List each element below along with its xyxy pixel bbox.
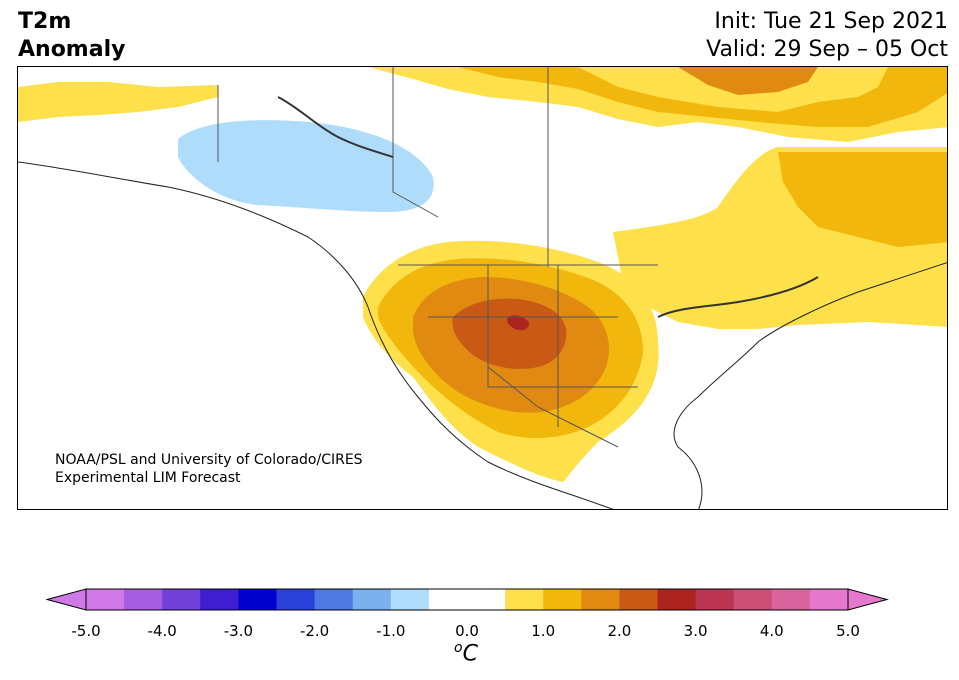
colorbar-cell bbox=[314, 589, 354, 610]
colorbar-tick-label: 0.0 bbox=[455, 622, 479, 640]
colorbar-over-arrow bbox=[847, 588, 889, 611]
colorbar-cell bbox=[352, 589, 392, 610]
colorbar-tick-label: 3.0 bbox=[683, 622, 708, 640]
colorbar-tick-label: 2.0 bbox=[607, 622, 632, 640]
map-title: T2m Anomaly bbox=[18, 9, 126, 62]
credit-line-2: Experimental LIM Forecast bbox=[55, 470, 241, 486]
colorbar-tick-labels: -5.0 -4.0 -3.0 -2.0 -1.0 0.0 1.0 2.0 3.0 4.0 5.0 bbox=[0, 622, 959, 642]
colorbar-cell bbox=[733, 589, 773, 610]
anomaly-region-canada-blue bbox=[178, 120, 434, 212]
colorbar-tick-label: 4.0 bbox=[759, 622, 784, 640]
anomaly-map: NOAA/PSL and University of Colorado/CIRE… bbox=[17, 66, 948, 510]
colorbar-cell bbox=[238, 589, 277, 610]
colorbar-tick-label: 1.0 bbox=[531, 622, 556, 640]
forecast-dates: Init: Tue 21 Sep 2021 Valid: 29 Sep – 05… bbox=[706, 8, 948, 64]
unit-label: C bbox=[462, 641, 478, 667]
colorbar-cell bbox=[543, 589, 582, 610]
colorbar-cell bbox=[581, 589, 620, 610]
colorbar-tick-label: -4.0 bbox=[147, 622, 177, 640]
anomaly-region-us-brown bbox=[452, 298, 567, 369]
colorbar-cell bbox=[467, 589, 506, 610]
colorbar-cell bbox=[695, 589, 735, 610]
colorbar-cell bbox=[619, 589, 658, 610]
anomaly-region-us-red bbox=[506, 315, 530, 331]
degree-symbol: o bbox=[454, 640, 463, 656]
anomaly-region-north-darkorange bbox=[678, 67, 818, 95]
anomaly-region-alaska-yellow bbox=[18, 82, 218, 122]
colorbar-tick-label: 5.0 bbox=[836, 622, 860, 640]
colorbar bbox=[46, 588, 889, 611]
anomaly-region-north-orange bbox=[458, 67, 947, 127]
colorbar-unit: oC bbox=[454, 640, 478, 666]
colorbar-cell bbox=[771, 589, 811, 610]
anomaly-region-east-orange bbox=[778, 152, 947, 247]
valid-range: Valid: 29 Sep – 05 Oct bbox=[706, 37, 948, 62]
data-credit: NOAA/PSL and University of Colorado/CIRE… bbox=[55, 451, 363, 487]
init-date: Init: Tue 21 Sep 2021 bbox=[714, 9, 948, 34]
colorbar-cell bbox=[86, 589, 125, 610]
colorbar-cell bbox=[200, 589, 239, 610]
colorbar-cell bbox=[809, 589, 849, 610]
colorbar-cell bbox=[276, 589, 316, 610]
colorbar-cell bbox=[428, 589, 468, 610]
colorbar-cell bbox=[657, 589, 697, 610]
colorbar-cell bbox=[505, 589, 544, 610]
colorbar-tick-label: -2.0 bbox=[299, 622, 330, 640]
colorbar-under-arrow bbox=[46, 588, 87, 611]
colorbar-cell bbox=[124, 589, 163, 610]
credit-line-1: NOAA/PSL and University of Colorado/CIRE… bbox=[55, 452, 363, 468]
coastlines bbox=[18, 67, 947, 509]
colorbar-tick-label: -1.0 bbox=[376, 622, 406, 640]
map-canvas bbox=[18, 67, 947, 509]
colorbar-tick-label: -3.0 bbox=[223, 622, 254, 640]
colorbar-cell bbox=[390, 589, 430, 610]
colorbar-tick-label: -5.0 bbox=[71, 622, 101, 640]
colorbar-cell bbox=[162, 589, 201, 610]
